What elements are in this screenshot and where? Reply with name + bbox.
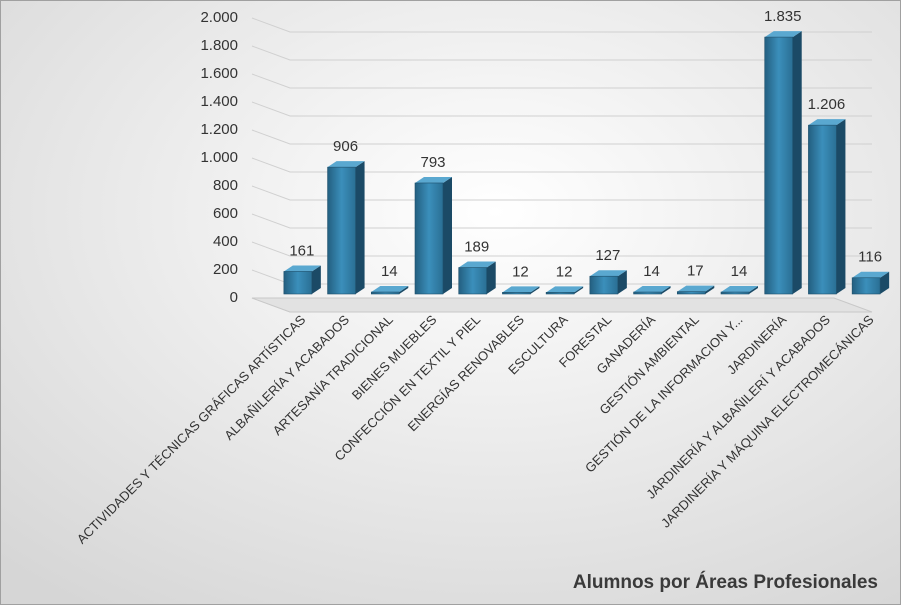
grid-line: [251, 157, 872, 173]
bar-side: [399, 286, 409, 294]
bar: [327, 161, 365, 295]
bar-front: [633, 291, 662, 295]
value-label: 14: [731, 263, 748, 280]
value-label: 1.206: [808, 96, 846, 113]
bar: [764, 31, 802, 295]
bar-top: [546, 286, 584, 293]
grid-line: [251, 129, 872, 145]
bar-front: [589, 275, 619, 295]
bar: [851, 271, 890, 295]
y-tick-label: 0: [230, 289, 238, 306]
bar-front: [283, 271, 313, 295]
bar-front: [327, 166, 356, 295]
bar: [502, 286, 540, 295]
bar-side: [661, 286, 671, 294]
bar: [370, 286, 409, 295]
bar: [589, 270, 627, 295]
chart-title: Alumnos por Áreas Profesionales: [573, 571, 878, 593]
y-tick-label: 1.200: [200, 121, 238, 138]
value-label: 161: [289, 242, 314, 259]
bar-side: [792, 31, 802, 294]
y-tick-label: 1.800: [200, 37, 238, 54]
bar-front: [851, 277, 881, 295]
bar-top: [415, 176, 452, 183]
floor: [251, 297, 873, 313]
y-tick-label: 800: [213, 177, 238, 194]
bar-side: [530, 286, 540, 294]
bar-top: [327, 161, 365, 168]
bar-side: [880, 271, 890, 294]
grid-line: [251, 213, 872, 229]
bar: [283, 265, 321, 295]
bar-front: [764, 36, 794, 295]
value-label: 12: [512, 263, 529, 280]
value-label: 12: [556, 263, 573, 280]
bar-top: [721, 286, 758, 293]
bar-top: [852, 271, 890, 278]
grid-line: [251, 73, 872, 89]
bar-side: [311, 265, 321, 294]
bar-side: [486, 261, 496, 294]
value-label: 793: [420, 154, 445, 171]
bar-top: [458, 261, 496, 268]
y-tick-label: 400: [213, 233, 238, 250]
bar: [458, 261, 496, 295]
value-label: 127: [595, 247, 620, 264]
y-tick-label: 1.000: [200, 149, 238, 166]
bar-side: [749, 286, 758, 294]
grid-line: [251, 241, 872, 257]
y-tick-label: 600: [213, 205, 238, 222]
bar-top: [764, 31, 802, 38]
bar-front: [808, 124, 837, 295]
grid-line: [251, 45, 872, 61]
bar-front: [414, 182, 444, 295]
bar-top: [677, 285, 715, 292]
bar-top: [371, 286, 409, 293]
grid-line: [251, 101, 872, 117]
bar-side: [574, 286, 584, 294]
y-tick-label: 1.400: [200, 93, 238, 110]
value-label: 14: [643, 263, 660, 280]
bar-front: [545, 292, 575, 295]
bar-side: [705, 285, 715, 294]
bar-front: [458, 267, 488, 295]
bar: [414, 176, 452, 295]
bar-side: [443, 176, 452, 294]
value-label: 116: [858, 249, 882, 266]
bar-side: [836, 119, 846, 294]
bar-front: [720, 291, 750, 295]
value-label: 17: [687, 263, 704, 280]
bar-side: [617, 270, 627, 294]
bar-top: [283, 265, 321, 272]
bar-top: [589, 270, 627, 277]
grid-line: [251, 17, 872, 33]
bar-front: [370, 291, 400, 295]
bar-top: [808, 119, 846, 126]
bar-front: [502, 292, 531, 295]
bar: [633, 286, 671, 295]
bar: [808, 119, 846, 295]
value-label: 189: [464, 239, 489, 256]
bar: [720, 286, 758, 295]
bar: [676, 285, 715, 295]
grid-line: [251, 185, 872, 201]
value-label: 14: [381, 263, 398, 280]
bar-top: [502, 286, 540, 293]
value-label: 1.835: [764, 8, 802, 25]
bar-front: [676, 291, 706, 295]
bar-top: [633, 286, 671, 293]
bar: [545, 286, 584, 295]
y-tick-label: 200: [213, 261, 238, 278]
value-label: 906: [333, 138, 358, 155]
y-tick-label: 2.000: [200, 9, 238, 26]
bar-side: [355, 161, 365, 294]
y-tick-label: 1.600: [200, 65, 238, 82]
